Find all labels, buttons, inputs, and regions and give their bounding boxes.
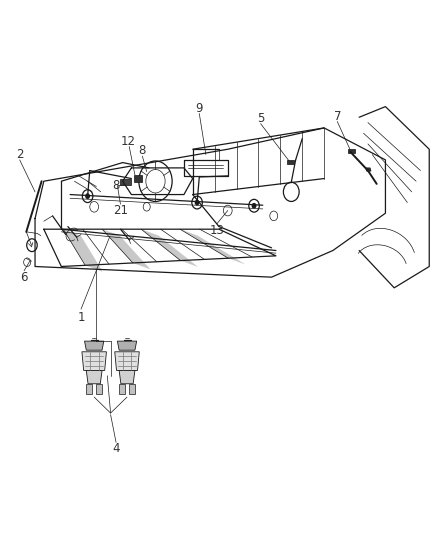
Text: 2: 2 [16,148,24,161]
Polygon shape [85,341,104,350]
Text: 4: 4 [112,442,120,455]
Polygon shape [102,229,150,269]
Polygon shape [180,229,246,264]
Text: 1: 1 [77,311,85,324]
Text: 7: 7 [333,110,341,123]
Circle shape [252,204,256,208]
Text: 8: 8 [113,179,120,192]
Text: 6: 6 [20,271,28,284]
Text: 9: 9 [195,102,203,115]
Circle shape [195,200,199,205]
Polygon shape [96,384,102,394]
Polygon shape [86,370,102,384]
Polygon shape [287,160,294,164]
Text: 8: 8 [139,144,146,157]
Polygon shape [82,352,106,370]
Circle shape [86,194,89,198]
Text: 12: 12 [120,135,135,148]
Polygon shape [86,384,92,394]
Polygon shape [119,370,135,384]
Text: 21: 21 [113,204,128,217]
Polygon shape [115,352,139,370]
Polygon shape [129,384,135,394]
Polygon shape [119,384,125,394]
Polygon shape [63,229,102,272]
Text: 13: 13 [209,224,224,237]
Text: 5: 5 [257,112,264,125]
Polygon shape [366,168,371,171]
Polygon shape [348,149,355,153]
Polygon shape [120,179,131,185]
Polygon shape [141,229,198,267]
Polygon shape [134,175,142,182]
Polygon shape [117,341,137,350]
